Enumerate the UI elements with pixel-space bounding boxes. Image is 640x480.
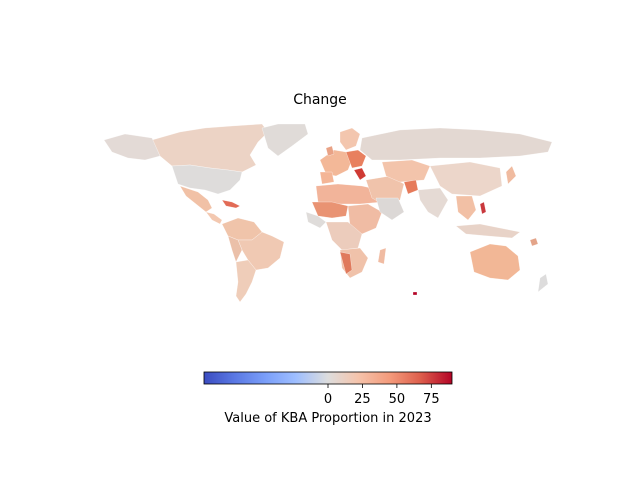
region-afghanistan (403, 179, 419, 195)
region-central-europe (345, 149, 367, 169)
region-central-asia (381, 159, 431, 183)
region-south-asia (417, 187, 449, 219)
region-australia (469, 243, 521, 281)
region-pacific-islands (529, 237, 539, 247)
region-iberia (319, 171, 335, 185)
region-china (429, 161, 503, 197)
region-indonesia (455, 223, 521, 239)
region-southern-cone (235, 259, 257, 303)
region-arabia (375, 197, 405, 221)
region-balkans (353, 167, 367, 181)
region-uk (325, 145, 335, 157)
region-new-zealand (537, 273, 549, 293)
colorbar-tick-label: 50 (388, 392, 406, 407)
region-central-america (205, 211, 223, 225)
region-alaska (103, 133, 161, 161)
region-canada (151, 123, 269, 173)
region-mexico (179, 185, 213, 213)
colorbar-tick-label: 25 (354, 392, 371, 407)
colorbar-tick-label: 75 (423, 392, 440, 407)
colorbar-tick-label: 0 (323, 392, 333, 407)
region-philippines (479, 201, 487, 215)
colorbar-ticks (327, 384, 432, 388)
region-brazil (237, 231, 285, 271)
region-greenland (261, 123, 309, 157)
region-namibia (339, 251, 353, 275)
region-central-africa (325, 221, 363, 251)
region-andes (227, 235, 243, 263)
map-title: Change (293, 92, 347, 108)
region-russia (359, 127, 553, 161)
colorbar (203, 371, 453, 388)
region-madagascar (377, 247, 387, 265)
colorbar-label: Value of KBA Proportion in 2023 (224, 411, 432, 426)
region-scandinavia (339, 127, 361, 151)
region-caribbean (221, 199, 241, 209)
region-subantarctic-island (412, 291, 418, 296)
region-japan (505, 165, 517, 185)
region-usa (171, 164, 243, 195)
region-sahel (311, 201, 349, 219)
colorbar-gradient (203, 371, 453, 385)
region-west-africa (305, 211, 327, 229)
region-southeast-asia (455, 195, 477, 221)
